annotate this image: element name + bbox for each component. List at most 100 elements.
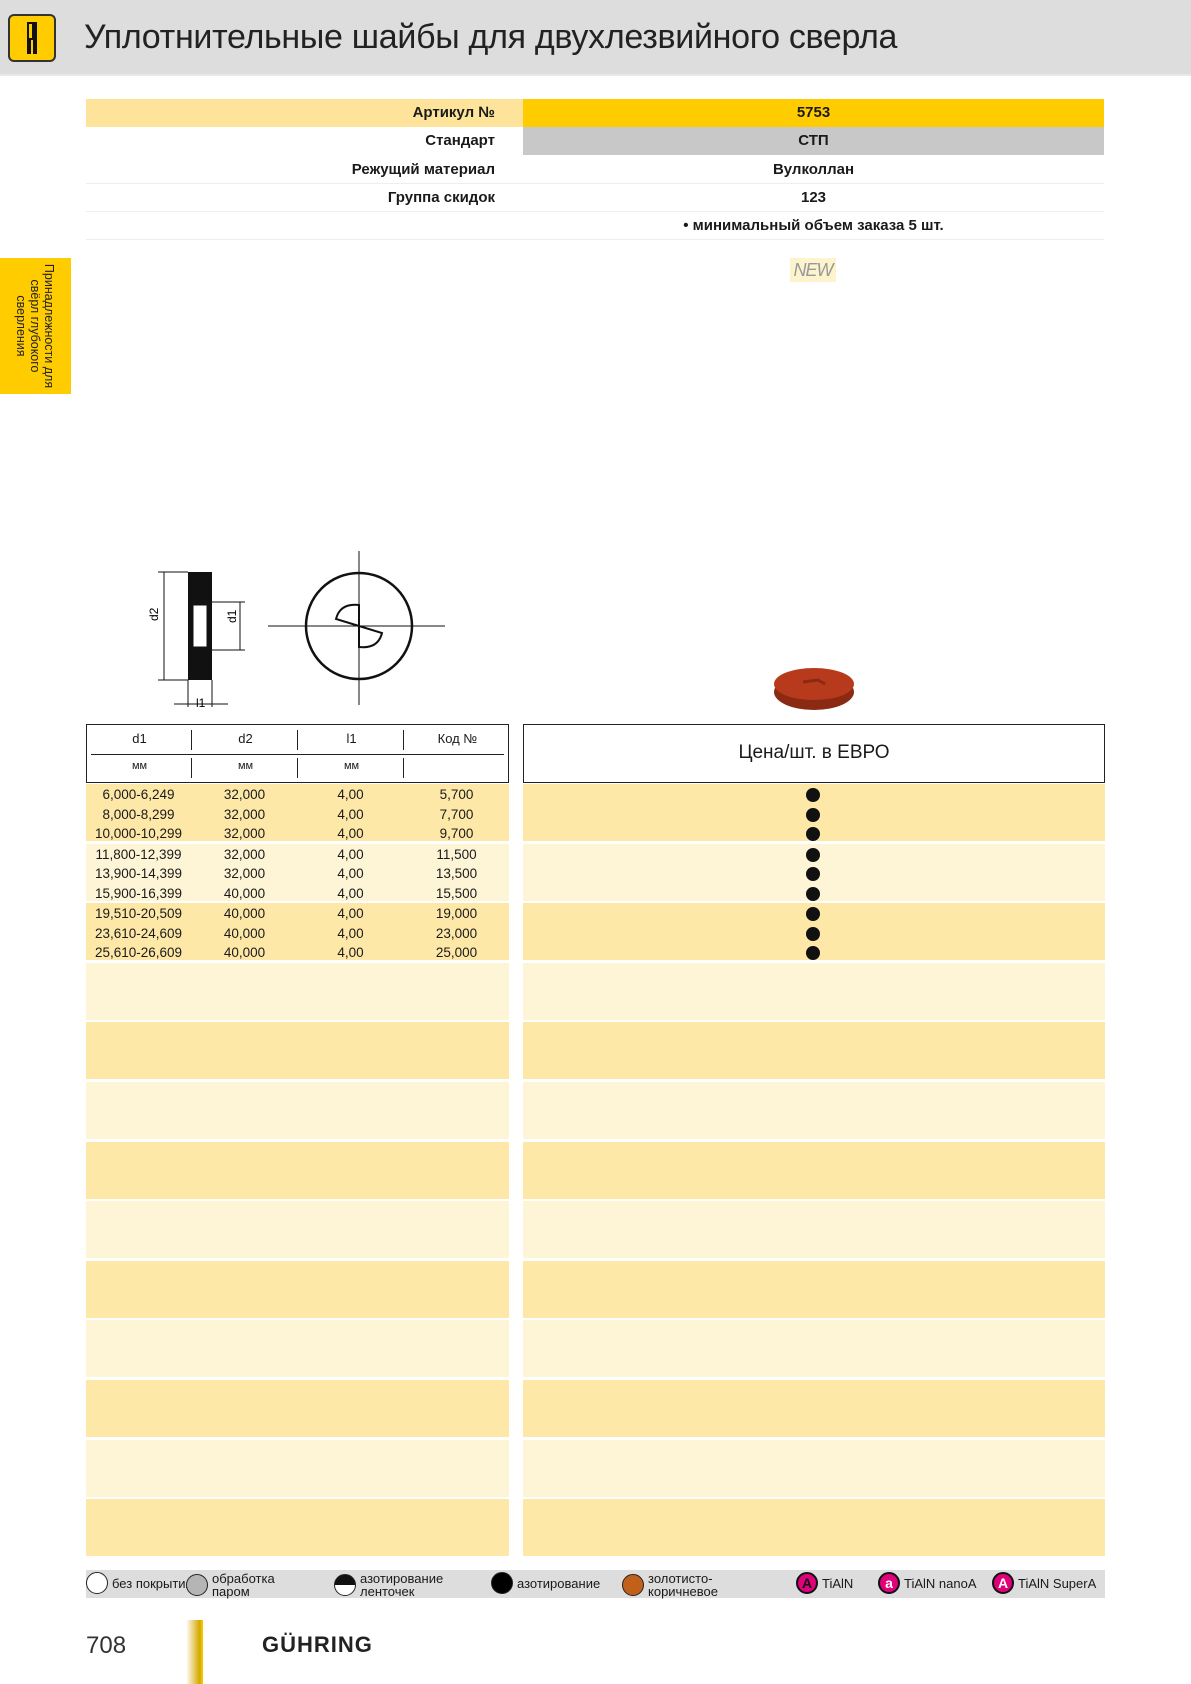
price-row [523,864,1105,884]
coating-legend: без покрытия обработка паром азотирование … [86,1570,1105,1598]
price-row [523,943,1105,963]
table-cell: 23,610-24,609 [94,925,183,941]
info-row-standard: Стандарт СТП [86,127,1104,155]
info-row-article: Артикул № 5753 [86,99,1104,127]
price-group [523,1320,1105,1378]
table-group [86,903,509,961]
legend-label: обработка паром [212,1571,275,1599]
table-cell: 4,00 [337,866,364,882]
black-dot-icon [806,926,820,941]
table-cell: 10,000-10,299 [94,826,183,841]
price-header: Цена/шт. в ЕВРО [523,724,1105,783]
table-cell: 15,500 [435,885,478,901]
legend-item: A TiAlN SuperA [992,1572,1096,1594]
price-row [523,805,1105,825]
drill-holder-icon [8,14,56,62]
price-group [523,1141,1105,1199]
coating-circle-icon [491,1572,513,1594]
table-group [86,1260,509,1318]
table-cell: 15,900-16,399 [94,885,183,901]
table-row: 8,000-8,299 32,000 4,00 7,700 [86,805,509,825]
table-cell: 40,000 [223,906,266,922]
table-cell: 32,000 [223,787,266,802]
table-cell: 4,00 [337,787,364,802]
table-cell: 25,000 [435,945,478,961]
table-cell: 4,00 [337,826,364,841]
price-row [523,845,1105,865]
info-label: Артикул № [412,104,495,121]
price-group [523,1201,1105,1259]
table-group [86,1380,509,1437]
col-unit: мм [343,760,360,772]
table-group [86,1439,509,1497]
black-dot-icon [806,847,820,862]
price-group [523,1499,1105,1557]
info-label: Стандарт [425,132,495,149]
table-cell: 4,00 [337,846,364,862]
col-header: d2 [238,731,253,746]
price-row [523,824,1105,844]
coating-badge-icon: a [878,1572,900,1594]
side-tab-label: Принадлежности для свёрл глубокого сверл… [14,263,56,389]
info-value: 123 [800,189,827,206]
black-dot-icon [806,807,820,822]
price-group [523,1439,1105,1497]
table-cell: 9,700 [439,826,474,841]
legend-item: азотирование ленточек [334,1572,445,1598]
legend-item: азотирование [491,1572,600,1594]
table-row: 6,000-6,249 32,000 4,00 5,700 [86,785,509,805]
info-label: Группа скидок [387,189,495,206]
price-group [523,1022,1105,1080]
product-image [773,662,855,712]
table-group [86,843,509,901]
table-row: 19,510-20,509 40,000 4,00 19,000 [86,904,509,924]
col-unit: мм [237,760,254,772]
legend-label: TiAlN [822,1575,854,1591]
table-cell: 32,000 [223,806,266,822]
col-header: Код № [437,731,478,746]
table-cell: 13,500 [435,866,478,882]
table-cell: 11,800-12,399 [95,846,182,862]
table-cell: 32,000 [223,826,266,841]
legend-item: a TiAlN nanoA [878,1572,977,1594]
table-row: 15,900-16,399 40,000 4,00 15,500 [86,884,509,904]
page-header: Уплотнительные шайбы для двухлезвийного … [0,0,1191,76]
table-cell: 4,00 [337,925,364,941]
table-row: 25,610-26,609 40,000 4,00 25,000 [86,943,509,963]
table-cell: 32,000 [223,866,266,882]
black-dot-icon [806,886,820,901]
legend-item: без покрытия [86,1572,193,1594]
dimensions-table-header: d1 d2 l1 Код № мм мм мм [86,724,509,783]
side-tab[interactable]: Принадлежности для свёрл глубокого сверл… [0,258,71,394]
info-row-note: • минимальный объем заказа 5 шт. [86,212,1104,240]
black-dot-icon [806,827,820,841]
black-dot-icon [806,907,820,922]
price-group [523,1260,1105,1318]
col-unit: мм [131,760,148,772]
info-label: Режущий материал [351,161,495,178]
price-group [523,1380,1105,1437]
page-title: Уплотнительные шайбы для двухлезвийного … [84,18,898,56]
technical-drawing: d2 d1 l1 [147,551,445,710]
price-row [523,924,1105,944]
legend-item: A TiAlN [796,1572,853,1594]
table-group [86,784,509,841]
table-group [86,1082,509,1139]
col-header: l1 [346,731,357,746]
table-group [86,1320,509,1378]
legend-label: азотирование [517,1575,601,1591]
table-group [86,962,509,1020]
table-group [86,1022,509,1080]
coating-circle-icon [622,1574,644,1596]
table-row: 10,000-10,299 32,000 4,00 9,700 [86,824,509,844]
table-cell: 40,000 [223,945,266,961]
page-number: 708 [86,1632,127,1659]
table-row: 13,900-14,399 32,000 4,00 13,500 [86,864,509,884]
info-value: 5753 [523,99,1104,127]
legend-item: обработка паром [186,1572,297,1598]
price-group [523,962,1105,1020]
table-row: 11,800-12,399 32,000 4,00 11,500 [86,845,509,865]
price-row [523,785,1105,805]
legend-label: азотирование ленточек [360,1571,444,1599]
table-cell: 4,00 [337,885,364,901]
